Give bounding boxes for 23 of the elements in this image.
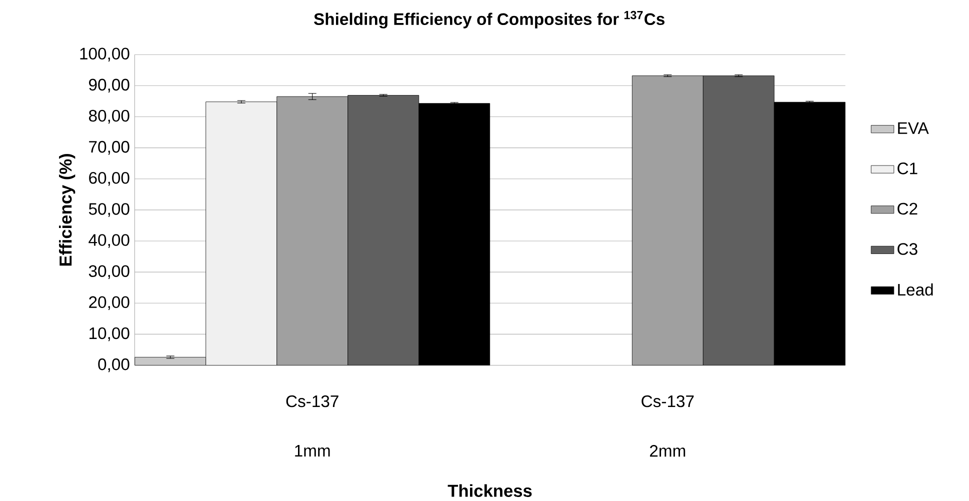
text: Cs-137 (642, 395, 694, 408)
y-tick-label: 90,00 (89, 78, 130, 93)
y-tick-label: 20,00 (89, 296, 130, 310)
x-axis-title: Thickness (448, 484, 532, 497)
x-tick-label: 2mm (650, 445, 686, 457)
legend-label: Lead (898, 283, 933, 296)
legend-label: C1 (898, 162, 918, 174)
legend-label: EVA (898, 122, 929, 134)
legend-label: C2 (898, 202, 918, 215)
chart-title: Shielding Efficiency of Composites for $^{137}$Cs (314, 10, 664, 28)
y-tick-label: 40,00 (88, 234, 130, 248)
y-tick-label: 50,00 (88, 203, 130, 217)
y-tick-label: 60,00 (89, 172, 130, 186)
y-tick-label: 10,00 (90, 327, 130, 342)
y-tick-label: 100,00 (80, 48, 130, 62)
y-tick-label: 70,00 (89, 140, 130, 155)
y-tick-label: 30,00 (88, 265, 130, 279)
text: Cs-137 (286, 395, 338, 408)
y-axis-title: Efficiency (%) (59, 154, 76, 266)
legend-label: C3 (898, 243, 918, 255)
x-tick-label: 1mm (295, 445, 330, 456)
y-tick-label: 80,00 (88, 110, 130, 124)
y-tick-label: 0,00 (98, 358, 130, 372)
